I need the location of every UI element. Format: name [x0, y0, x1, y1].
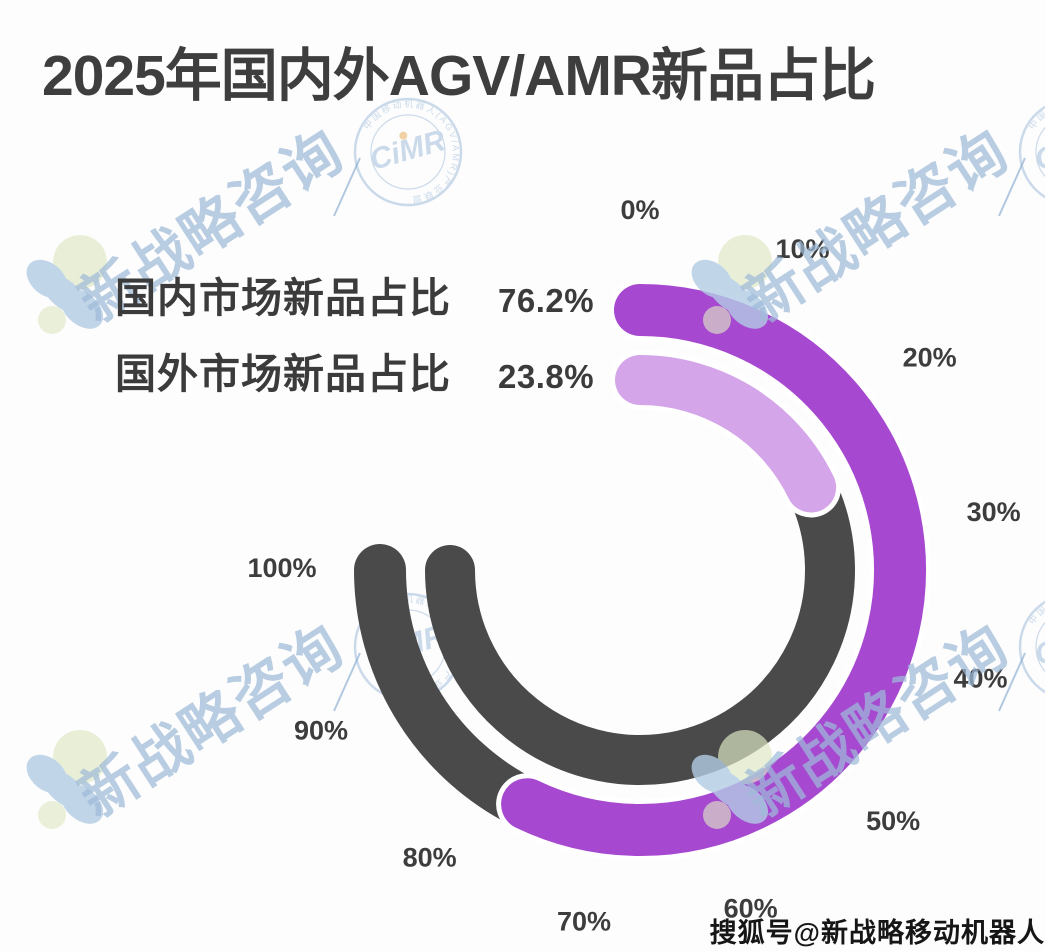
green-circle-blob — [718, 730, 772, 784]
gauge-tick-label: 50% — [866, 806, 920, 836]
stamp-inner-ring — [1035, 621, 1045, 673]
green-circle-blob — [53, 730, 107, 784]
green-circle-blob — [718, 235, 772, 289]
stamp-center-text: CiMR — [366, 619, 449, 672]
small-green-circle-blob — [38, 801, 66, 829]
stamp-center-text: CiMR — [366, 124, 449, 177]
legend-row-foreign: 国外市场新品占比 23.8% — [115, 340, 594, 416]
small-green-circle-blob — [38, 306, 66, 334]
ring-inner — [425, 350, 855, 785]
brand-watermark-text: 新战略咨询 — [733, 613, 1020, 831]
blue-blob-lobe — [725, 784, 769, 824]
stamp-ring-text: 中国移动机器人(AGV/AMR)产业联盟 — [1026, 593, 1045, 700]
watermark-slash — [333, 652, 361, 712]
stamp-inner-ring — [370, 114, 446, 190]
small-green-circle-blob — [703, 306, 731, 334]
gauge-tick-label: 70% — [557, 907, 611, 937]
page-title: 2025年国内外AGV/AMR新品占比 — [42, 44, 876, 108]
legend-value-domestic: 76.2% — [498, 282, 595, 319]
blue-blob-lobe — [60, 289, 104, 329]
watermark-slash — [998, 652, 1026, 712]
blue-blob-lobe — [26, 259, 68, 299]
blue-blob-bridge — [707, 274, 751, 314]
pastel-blob-logo — [26, 730, 107, 829]
stamp-ring-text: 中国移动机器人(AGV/AMR)产业联盟 — [361, 593, 461, 700]
gauge-tick-label: 80% — [403, 843, 457, 873]
stamp-outer-ring — [1018, 600, 1045, 694]
legend-label-domestic: 国内市场新品占比 — [115, 275, 451, 321]
credit-text: 搜狐号@新战略移动机器人 — [709, 918, 1045, 948]
stamp-outer-ring — [353, 592, 463, 702]
ring-inner-value-arc — [615, 355, 837, 513]
blue-blob-bridge — [42, 274, 86, 314]
gauge-tick-label: 100% — [247, 553, 316, 583]
stamp-text-path — [363, 107, 453, 197]
legend: 国内市场新品占比 76.2% 国外市场新品占比 23.8% — [115, 264, 594, 416]
gauge-tick-label: 90% — [294, 716, 348, 746]
stamp-ring-text: 中国移动机器人(AGV/AMR)产业联盟 — [361, 98, 461, 205]
pastel-blob-logo — [26, 235, 107, 334]
pastel-blob-logo — [691, 235, 772, 334]
ring-inner-track — [425, 462, 855, 785]
stamp-text-path — [363, 602, 453, 692]
ring-outer-track — [354, 544, 554, 831]
gauge-tick-label: 0% — [620, 195, 659, 225]
brand-watermark-text: 新战略咨询 — [733, 118, 1020, 336]
blue-blob-lobe — [725, 289, 769, 329]
green-circle-blob — [53, 235, 107, 289]
stamp-inner-ring — [370, 609, 446, 685]
watermark-slash — [998, 157, 1026, 217]
legend-value-foreign: 23.8% — [498, 358, 595, 395]
stamp-outer-ring — [1018, 105, 1045, 199]
brand-watermark-text: 新战略咨询 — [68, 613, 355, 831]
ring-inner-halo — [610, 350, 842, 518]
stamp-center-text: CiMR — [1031, 124, 1045, 177]
blue-blob-bridge — [707, 769, 751, 809]
stamp-ring-text: 中国移动机器人(AGV/AMR)产业联盟 — [1026, 98, 1045, 205]
blue-blob-lobe — [691, 259, 733, 299]
stamp-orange-dot — [399, 626, 408, 635]
legend-label-foreign: 国外市场新品占比 — [115, 351, 451, 397]
gauge-tick-label: 10% — [775, 234, 829, 264]
pastel-blob-logo — [691, 730, 772, 829]
stamp-orange-dot — [399, 131, 408, 140]
watermark-slash — [333, 157, 361, 217]
stamp-text-path — [1028, 107, 1045, 197]
stamp-center-text: CiMR — [1031, 619, 1045, 672]
stamp-outer-ring — [353, 97, 463, 207]
gauge-tick-label: 20% — [903, 343, 957, 373]
stamp-inner-ring — [1035, 126, 1045, 178]
blue-blob-lobe — [691, 754, 733, 794]
stamp-text-path — [1028, 602, 1045, 692]
gauge-tick-label: 30% — [967, 497, 1021, 527]
blue-blob-lobe — [26, 754, 68, 794]
small-green-circle-blob — [703, 801, 731, 829]
gauge-tick-label: 40% — [953, 664, 1007, 694]
blue-blob-lobe — [60, 784, 104, 824]
blue-blob-bridge — [42, 769, 86, 809]
legend-row-domestic: 国内市场新品占比 76.2% — [115, 264, 594, 340]
